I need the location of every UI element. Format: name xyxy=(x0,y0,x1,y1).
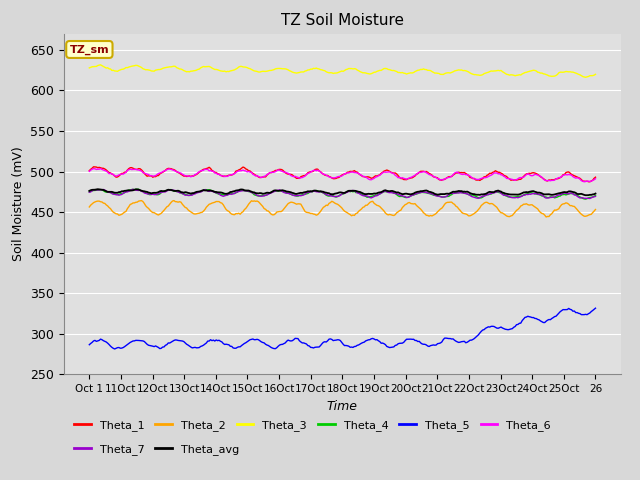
Line: Theta_6: Theta_6 xyxy=(90,168,595,182)
Theta_6 xyxy=(149,173,157,179)
X-axis label: Time: Time xyxy=(327,400,358,413)
Theta_3 xyxy=(263,68,271,74)
Theta_3 xyxy=(565,69,573,75)
Theta_2 xyxy=(566,203,574,208)
Theta_4 xyxy=(308,189,316,195)
Theta_6 xyxy=(86,168,93,174)
Theta_4 xyxy=(263,192,271,198)
Theta_7 xyxy=(308,189,316,194)
Theta_4 xyxy=(582,196,589,202)
Theta_2 xyxy=(591,206,599,212)
Theta_7 xyxy=(237,188,245,194)
Theta_2 xyxy=(147,209,155,215)
Theta_1 xyxy=(263,172,271,178)
Theta_7 xyxy=(149,192,157,197)
Theta_5 xyxy=(263,342,271,348)
Theta_avg xyxy=(582,192,589,198)
Theta_7 xyxy=(255,193,262,199)
Theta_7 xyxy=(591,193,599,199)
Theta_1 xyxy=(90,164,97,170)
Theta_4 xyxy=(86,189,93,195)
Theta_5 xyxy=(111,346,118,352)
Theta_avg xyxy=(565,189,573,194)
Theta_3 xyxy=(591,72,599,77)
Theta_avg xyxy=(149,190,157,196)
Theta_1 xyxy=(591,174,599,180)
Theta_4 xyxy=(591,192,599,198)
Theta_5 xyxy=(308,345,316,350)
Theta_2 xyxy=(86,204,93,210)
Theta_6 xyxy=(308,168,316,174)
Line: Theta_avg: Theta_avg xyxy=(90,189,595,195)
Theta_2 xyxy=(263,208,271,214)
Theta_3 xyxy=(237,63,245,69)
Theta_6 xyxy=(580,179,588,185)
Theta_4 xyxy=(135,186,143,192)
Theta_4 xyxy=(565,191,573,197)
Theta_1 xyxy=(149,174,157,180)
Theta_5 xyxy=(237,343,245,348)
Theta_7 xyxy=(586,196,594,202)
Theta_6 xyxy=(97,166,104,171)
Theta_avg xyxy=(308,189,316,194)
Line: Theta_4: Theta_4 xyxy=(90,189,595,199)
Theta_1 xyxy=(86,168,93,174)
Theta_2 xyxy=(170,198,178,204)
Theta_6 xyxy=(565,172,573,178)
Legend: Theta_7, Theta_avg: Theta_7, Theta_avg xyxy=(70,439,244,459)
Theta_7 xyxy=(263,192,271,198)
Line: Theta_5: Theta_5 xyxy=(90,308,595,349)
Y-axis label: Soil Moisture (mV): Soil Moisture (mV) xyxy=(12,146,25,262)
Theta_avg xyxy=(237,187,245,192)
Theta_1 xyxy=(308,169,316,175)
Line: Theta_2: Theta_2 xyxy=(90,201,595,217)
Theta_5 xyxy=(255,337,262,343)
Theta_avg xyxy=(263,190,271,195)
Theta_2 xyxy=(308,211,316,216)
Theta_7 xyxy=(565,191,573,197)
Theta_6 xyxy=(237,168,245,174)
Theta_5 xyxy=(149,343,157,349)
Theta_6 xyxy=(255,174,262,180)
Theta_5 xyxy=(565,306,573,312)
Theta_2 xyxy=(255,199,262,204)
Theta_3 xyxy=(582,74,589,80)
Theta_3 xyxy=(97,62,104,68)
Line: Theta_7: Theta_7 xyxy=(90,189,595,199)
Theta_1 xyxy=(237,165,245,171)
Theta_avg xyxy=(591,191,599,196)
Theta_4 xyxy=(237,187,245,193)
Theta_2 xyxy=(542,214,550,220)
Theta_6 xyxy=(591,176,599,181)
Theta_5 xyxy=(591,305,599,311)
Theta_1 xyxy=(565,169,573,175)
Theta_2 xyxy=(237,210,245,216)
Theta_4 xyxy=(255,193,262,199)
Text: TZ_sm: TZ_sm xyxy=(70,44,109,55)
Theta_6 xyxy=(263,172,271,178)
Theta_avg xyxy=(94,186,102,192)
Theta_4 xyxy=(149,191,157,197)
Theta_avg xyxy=(86,188,93,194)
Line: Theta_3: Theta_3 xyxy=(90,65,595,77)
Theta_3 xyxy=(255,69,262,75)
Line: Theta_1: Theta_1 xyxy=(90,167,595,182)
Theta_avg xyxy=(255,191,262,196)
Theta_1 xyxy=(255,174,262,180)
Theta_3 xyxy=(86,65,93,71)
Theta_7 xyxy=(86,190,93,195)
Theta_5 xyxy=(86,342,93,348)
Theta_3 xyxy=(149,68,157,74)
Theta_1 xyxy=(586,179,594,185)
Theta_3 xyxy=(308,66,316,72)
Title: TZ Soil Moisture: TZ Soil Moisture xyxy=(281,13,404,28)
Theta_7 xyxy=(129,186,137,192)
